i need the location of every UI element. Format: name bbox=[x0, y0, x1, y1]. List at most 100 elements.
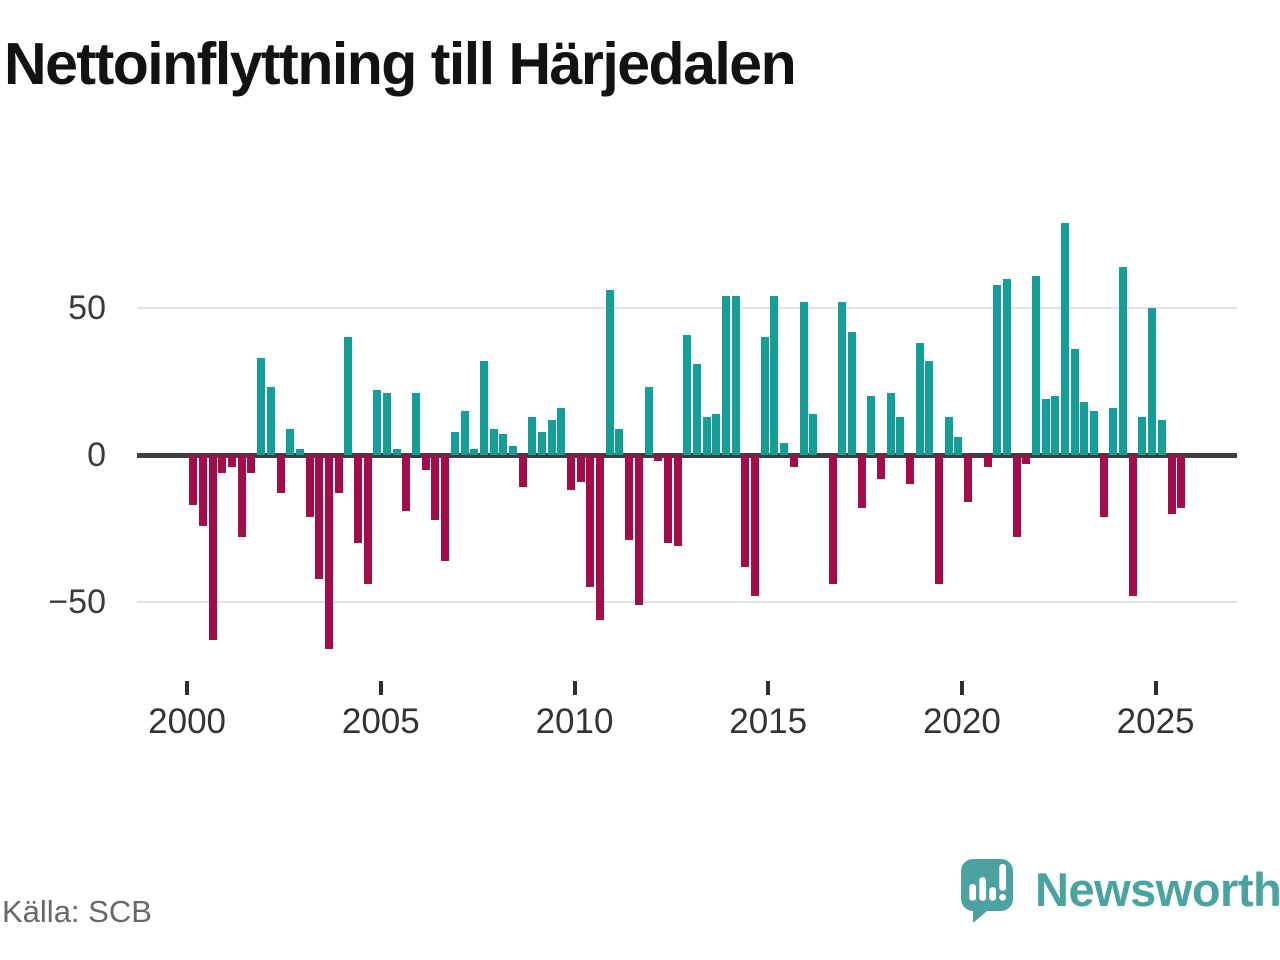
bar-2014Q1 bbox=[731, 296, 740, 455]
y-axis-tick-label: 0 bbox=[87, 436, 106, 474]
bar-2003Q3 bbox=[324, 455, 333, 649]
y-gridline--50 bbox=[137, 601, 1237, 603]
bar-2021Q3 bbox=[1022, 455, 1031, 464]
bar-2013Q2 bbox=[702, 416, 711, 455]
bar-2014Q3 bbox=[751, 455, 759, 597]
chart-title: Nettoinflyttning till Härjedalen bbox=[4, 31, 797, 97]
bar-2000Q1 bbox=[189, 455, 198, 505]
bar-2019Q2 bbox=[935, 455, 943, 585]
bar-2007Q2 bbox=[470, 449, 479, 455]
bar-2016Q4 bbox=[838, 302, 847, 455]
bar-2009Q4 bbox=[567, 455, 575, 491]
x-axis-tick-2005 bbox=[378, 681, 383, 695]
bar-2013Q1 bbox=[692, 363, 701, 455]
logo-bar-2 bbox=[979, 877, 986, 901]
bar-2018Q1 bbox=[886, 393, 895, 455]
bar-2006Q2 bbox=[431, 455, 440, 520]
bar-2008Q3 bbox=[518, 455, 527, 488]
bar-2022Q2 bbox=[1051, 396, 1060, 455]
logo-exclamation-bar bbox=[999, 864, 1006, 891]
bar-2018Q2 bbox=[896, 416, 905, 455]
bar-2000Q4 bbox=[218, 455, 227, 473]
bar-2017Q4 bbox=[876, 455, 885, 479]
bar-2014Q4 bbox=[760, 337, 769, 455]
bar-2002Q1 bbox=[266, 387, 275, 455]
bar-2006Q1 bbox=[421, 455, 430, 470]
bar-2006Q3 bbox=[441, 455, 450, 561]
bar-2009Q2 bbox=[547, 419, 556, 455]
bar-2008Q1 bbox=[499, 434, 508, 455]
bar-2020Q1 bbox=[964, 455, 973, 502]
bar-2000Q2 bbox=[199, 455, 207, 526]
x-axis-tick-label: 2015 bbox=[729, 702, 808, 741]
bar-2003Q1 bbox=[305, 455, 314, 517]
x-axis-tick-2020 bbox=[959, 681, 964, 695]
bar-2009Q3 bbox=[557, 408, 566, 455]
bar-2024Q4 bbox=[1148, 308, 1157, 455]
bar-2010Q1 bbox=[576, 455, 585, 482]
bar-2001Q4 bbox=[257, 358, 266, 455]
newsworthy-logo-icon bbox=[961, 859, 1013, 923]
bar-2007Q1 bbox=[460, 410, 469, 455]
x-axis-tick-2000 bbox=[185, 681, 190, 695]
bar-2008Q2 bbox=[508, 446, 517, 455]
bar-2007Q3 bbox=[479, 360, 488, 455]
logo-exclamation-dot bbox=[999, 894, 1006, 901]
x-axis-tick-2025 bbox=[1153, 681, 1158, 695]
logo-bar-3 bbox=[989, 887, 996, 901]
bar-2000Q3 bbox=[208, 455, 217, 641]
bar-2016Q3 bbox=[828, 455, 837, 585]
bar-2004Q2 bbox=[353, 455, 362, 544]
bar-2002Q3 bbox=[286, 428, 295, 455]
bar-2012Q4 bbox=[683, 334, 692, 455]
bar-2002Q2 bbox=[276, 455, 285, 494]
bar-2015Q2 bbox=[780, 443, 789, 455]
bar-2010Q2 bbox=[586, 455, 595, 588]
bar-2012Q1 bbox=[654, 455, 663, 461]
bar-2023Q4 bbox=[1109, 408, 1118, 455]
bar-2021Q2 bbox=[1012, 455, 1021, 538]
bar-2001Q2 bbox=[237, 455, 246, 538]
bar-2022Q3 bbox=[1061, 222, 1069, 455]
bar-2021Q4 bbox=[1031, 275, 1040, 455]
bar-2017Q3 bbox=[867, 396, 876, 455]
bar-2016Q1 bbox=[809, 413, 818, 455]
zero-axis-line bbox=[137, 452, 1237, 458]
x-axis-tick-label: 2010 bbox=[535, 702, 614, 741]
bar-2023Q1 bbox=[1080, 402, 1089, 455]
bar-2022Q1 bbox=[1041, 399, 1050, 455]
bar-2023Q3 bbox=[1099, 455, 1108, 517]
bar-2025Q1 bbox=[1157, 419, 1166, 455]
bar-2001Q1 bbox=[228, 455, 236, 467]
bar-2015Q4 bbox=[799, 302, 808, 455]
bar-2024Q1 bbox=[1119, 266, 1128, 455]
bar-2009Q1 bbox=[538, 431, 546, 455]
bar-2003Q2 bbox=[315, 455, 324, 579]
bar-2005Q3 bbox=[402, 455, 411, 511]
bar-2011Q4 bbox=[644, 387, 653, 455]
x-axis-tick-2010 bbox=[572, 681, 577, 695]
bar-2011Q3 bbox=[634, 455, 643, 605]
x-axis-tick-label: 2005 bbox=[341, 702, 420, 741]
bar-2020Q3 bbox=[983, 455, 992, 467]
bar-2014Q2 bbox=[741, 455, 750, 567]
bar-2010Q4 bbox=[605, 290, 614, 455]
bar-2015Q3 bbox=[789, 455, 798, 467]
bar-2011Q1 bbox=[615, 428, 624, 455]
bar-2002Q4 bbox=[295, 449, 304, 455]
x-axis-tick-label: 2020 bbox=[922, 702, 1001, 741]
bar-2011Q2 bbox=[625, 455, 634, 541]
x-axis-tick-label: 2000 bbox=[148, 702, 227, 741]
bar-2012Q3 bbox=[673, 455, 682, 547]
x-axis-tick-2015 bbox=[766, 681, 771, 695]
bar-2017Q2 bbox=[857, 455, 866, 508]
bar-2004Q4 bbox=[373, 390, 382, 455]
bar-2025Q2 bbox=[1167, 455, 1176, 514]
bar-2010Q3 bbox=[596, 455, 605, 620]
newsworthy-brand: Newsworthy bbox=[961, 859, 1280, 923]
bar-2020Q4 bbox=[993, 284, 1002, 455]
bar-2019Q3 bbox=[944, 416, 953, 455]
brand-name: Newsworthy bbox=[1035, 863, 1280, 916]
bar-2018Q4 bbox=[915, 343, 924, 455]
